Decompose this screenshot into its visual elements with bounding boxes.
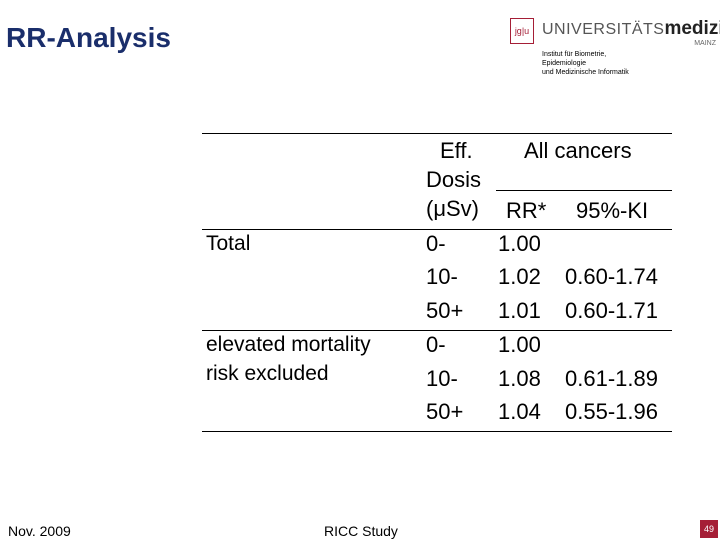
rr-cell: 1.00 (498, 332, 541, 357)
logo-city: MAINZ (694, 40, 716, 47)
group-label-line-2: risk excluded (206, 362, 329, 385)
dose-cell: 50+ (426, 399, 464, 424)
page-number: 49 (700, 520, 718, 538)
institute-line-2: und Medizinische Informatik (542, 69, 629, 76)
dose-cell: 0- (426, 231, 446, 256)
dose-cell: 50+ (426, 298, 464, 323)
header-ci: 95%-KI (576, 198, 649, 223)
header-bottom-rule (202, 229, 672, 230)
footer-date: Nov. 2009 (8, 523, 71, 539)
table-bottom-rule (202, 431, 672, 432)
header-dose-line-2: Dosis (426, 167, 482, 192)
institute-name: Institut für Biometrie, Epidemiologie un… (542, 50, 652, 77)
group-header-rule (496, 190, 672, 191)
header-rr: RR* (506, 198, 547, 223)
logo-mark-icon: jɡ|u (510, 18, 534, 44)
rr-cell: 1.01 (498, 298, 541, 323)
dose-cell: 10- (426, 366, 458, 391)
group-label-line-1: elevated mortality (206, 333, 371, 356)
table-top-rule (202, 133, 672, 134)
page-title: RR-Analysis (6, 22, 171, 53)
rr-cell: 1.04 (498, 399, 541, 424)
ci-cell: 0.60-1.71 (565, 298, 658, 323)
footer-study: RICC Study (324, 523, 398, 539)
ci-cell: 0.55-1.96 (565, 399, 658, 424)
header-group: All cancers (524, 138, 632, 163)
university-logo: jɡ|u UNIVERSITÄTSmedizin. MAINZ (510, 16, 720, 66)
header-dose-line-3: (μSv) (426, 196, 480, 221)
dose-cell: 0- (426, 332, 446, 357)
ci-cell: 0.60-1.74 (565, 264, 658, 289)
rr-cell: 1.02 (498, 264, 541, 289)
ci-cell: 0.61-1.89 (565, 366, 658, 391)
group-label-total: Total (206, 232, 251, 255)
group-divider-rule (202, 330, 672, 331)
logo-wordmark: UNIVERSITÄTSmedizin. (542, 18, 720, 39)
institute-line-1: Institut für Biometrie, Epidemiologie (542, 51, 607, 67)
rr-cell: 1.08 (498, 366, 541, 391)
header-dose-line-1: Eff. (440, 138, 473, 163)
dose-cell: 10- (426, 264, 458, 289)
rr-cell: 1.00 (498, 231, 541, 256)
